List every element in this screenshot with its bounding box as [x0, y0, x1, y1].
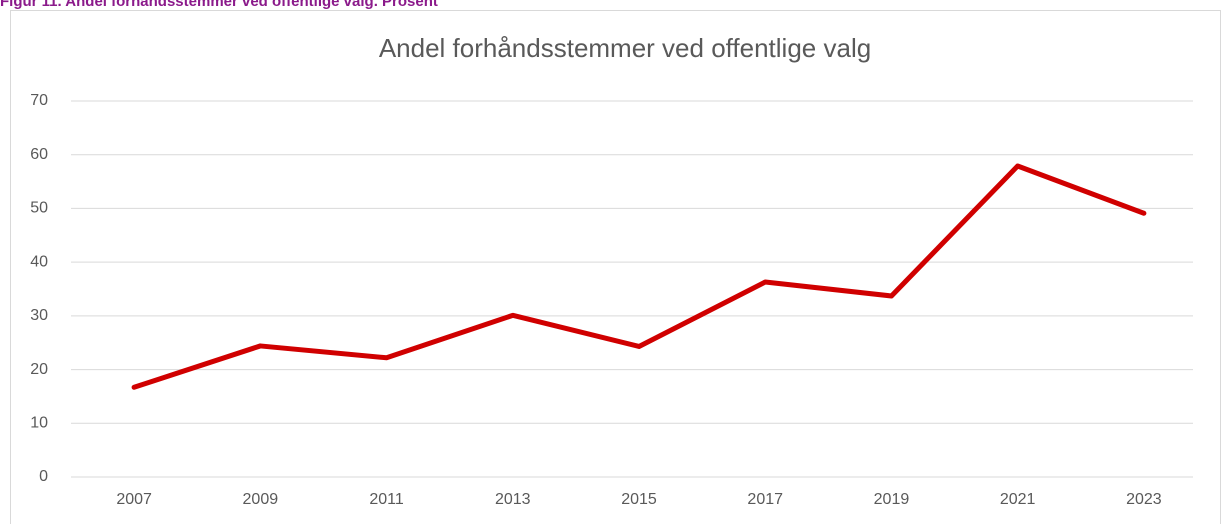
- chart-title: Andel forhåndsstemmer ved offentlige val…: [379, 33, 871, 63]
- x-tick-label: 2011: [369, 491, 404, 508]
- y-tick-label: 30: [30, 307, 48, 324]
- y-tick-label: 40: [30, 253, 48, 270]
- x-tick-label: 2021: [1000, 491, 1036, 508]
- x-tick-label: 2007: [116, 491, 152, 508]
- y-tick-label: 70: [30, 92, 48, 109]
- x-tick-label: 2009: [243, 491, 279, 508]
- x-tick-label: 2019: [874, 491, 910, 508]
- series-line: [131, 163, 1147, 390]
- x-tick-label: 2017: [747, 491, 783, 508]
- y-tick-label: 50: [30, 200, 48, 217]
- x-tick-label: 2015: [621, 491, 657, 508]
- chart-frame: [10, 10, 1221, 524]
- y-tick-label: 60: [30, 146, 48, 163]
- figure-label: Figur 11. Andel forhåndsstemmer ved offe…: [0, 0, 438, 10]
- y-tick-label: 10: [30, 415, 48, 432]
- x-tick-label: 2013: [495, 491, 531, 508]
- y-tick-label: 0: [39, 468, 48, 485]
- y-tick-label: 20: [30, 361, 48, 378]
- x-tick-label: 2023: [1126, 491, 1162, 508]
